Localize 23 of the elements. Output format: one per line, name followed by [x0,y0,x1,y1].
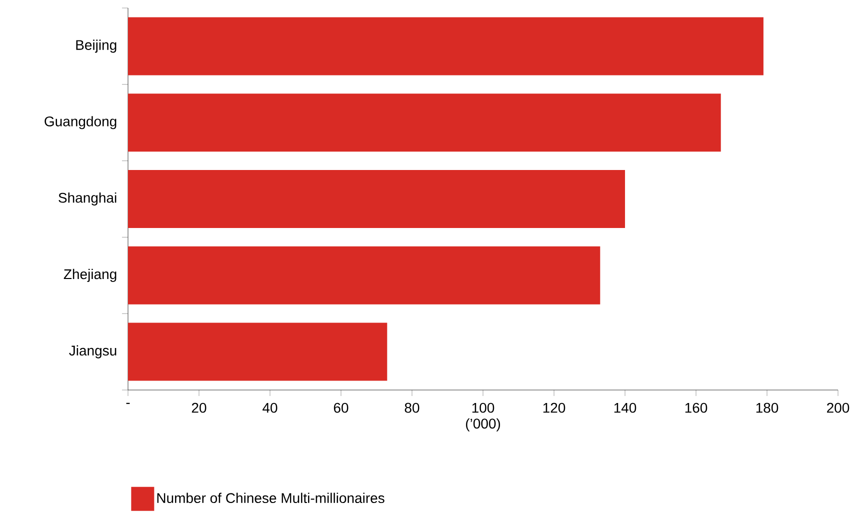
x-tick-label: 120 [543,402,566,413]
x-tick-label: 140 [614,402,636,413]
y-tick-label: Guangdong [44,116,116,130]
x-tick-label: 160 [685,402,708,413]
bar [128,246,600,304]
x-tick-label: 40 [262,402,278,413]
bar [128,322,388,381]
x-tick-label: 20 [192,402,206,413]
y-tick-label: Zhejiang [64,268,116,282]
x-tick-label: 200 [827,402,850,413]
legend-label: Number of Chinese Multi-millionaires [157,492,384,504]
x-tick-label: 80 [404,402,420,413]
x-tick-label: 60 [334,402,348,413]
bar [128,170,626,228]
x-axis-title: (’000) [466,418,500,432]
x-tick-label: - [126,402,130,404]
y-tick-label: Shanghai [58,192,116,206]
bar [128,17,764,76]
bar [128,94,721,152]
x-tick-label: 180 [756,402,778,413]
y-tick-label: Jiangsu [69,345,116,358]
y-tick-label: Beijing [76,40,116,53]
x-tick-label: 100 [472,402,494,413]
